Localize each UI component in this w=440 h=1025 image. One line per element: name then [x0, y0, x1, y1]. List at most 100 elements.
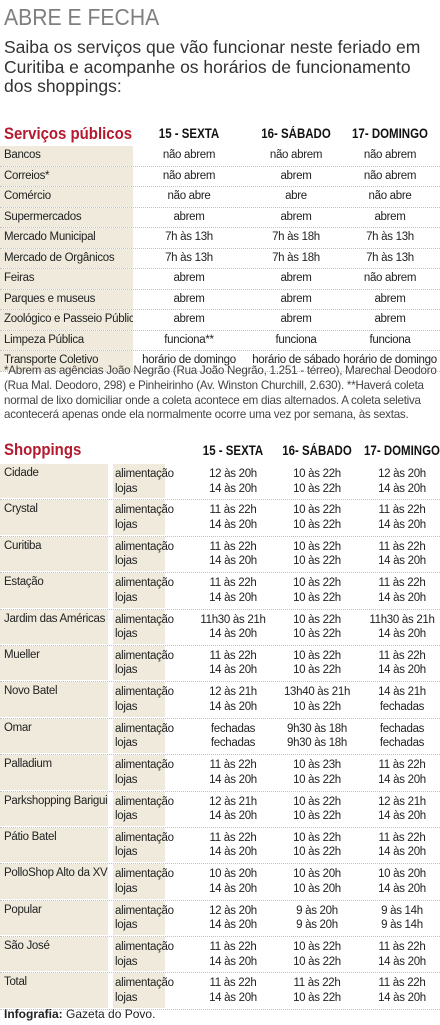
hours-value: 11 às 22h	[209, 649, 257, 662]
table-row: Parkshopping Barigui alimentação lojas 12 à…	[0, 791, 440, 828]
hours-value: 10 às 22h	[293, 613, 341, 626]
service-value: não abre	[368, 190, 412, 202]
hours-value: 9 às 14h	[381, 904, 423, 917]
table-row: Cidade alimentação lojas 12 às 20h 14 às 20h…	[0, 464, 440, 501]
hours-value: 11 às 22h	[209, 540, 257, 553]
shopping-hours-sabado: 10 às 23h 10 às 22h	[272, 758, 362, 787]
hours-value: 11 às 22h	[378, 540, 426, 553]
table-row: Transporte Coletivo horário de domingo hor…	[0, 351, 440, 372]
shopping-name: Crystal	[0, 500, 108, 535]
shopping-hours-sabado: 10 às 22h 10 às 22h	[272, 503, 362, 532]
shopping-name: Novo Batel	[0, 682, 108, 717]
shopping-hours-sexta: 11 às 22h 14 às 20h	[188, 576, 278, 605]
kind-alimentacao: alimentação	[115, 468, 174, 480]
hours-value: fechadas	[379, 700, 425, 713]
shopping-hours-domingo: 12 às 20h 14 às 20h	[357, 467, 440, 496]
shopping-hours-domingo: 11 às 22h 14 às 20h	[357, 540, 440, 569]
hours-value: 14 às 20h	[209, 991, 257, 1004]
shopping-hours-sexta: 11h30 às 21h 14 às 20h	[188, 613, 278, 642]
service-name: Mercado de Orgânicos	[0, 248, 133, 268]
table-row: Correios* não abrem abrem não abrem	[0, 166, 440, 187]
service-name: Feiras	[0, 269, 133, 289]
services-table: Serviços públicos 15 - SEXTA 16- SÁBADO …	[0, 122, 440, 372]
hours-value: 11 às 22h	[378, 504, 426, 517]
service-value: não abrem	[162, 149, 216, 161]
hours-value: 10 às 22h	[293, 941, 341, 954]
shoppings-section-title: Shoppings	[4, 440, 82, 459]
shopping-name: Curitiba	[0, 536, 108, 572]
hours-value: 10 às 22h	[293, 482, 341, 495]
shopping-hours-sabado: 10 às 20h 10 às 20h	[272, 867, 362, 896]
hours-value: 12 às 20h	[209, 904, 257, 917]
shoppings-col-domingo: 17- DOMINGO	[364, 443, 440, 458]
shopping-hours-domingo: 11 às 22h 14 às 20h	[357, 503, 440, 532]
kind-lojas: lojas	[115, 664, 138, 677]
service-name: Bancos	[0, 146, 133, 166]
service-value: abrem	[374, 313, 406, 325]
service-value: 7h às 13h	[366, 231, 414, 243]
shopping-kind: alimentação lojas	[113, 500, 174, 535]
service-value: 7h às 18h	[272, 231, 320, 243]
shopping-hours-domingo: 11 às 22h 14 às 20h	[357, 649, 440, 678]
shopping-hours-sexta: 11 às 22h 14 às 20h	[188, 540, 278, 569]
service-value: abrem	[173, 292, 205, 305]
kind-alimentacao: alimentação	[115, 540, 174, 553]
kind-lojas: lojas	[115, 919, 138, 932]
service-value: 7h às 13h	[366, 251, 414, 264]
services-rows: Bancos não abrem não abrem não abrem Correio…	[0, 146, 440, 372]
hours-value: 11 às 22h	[209, 831, 257, 844]
shopping-hours-sabado: 10 às 22h 10 às 22h	[272, 795, 362, 824]
hours-value: 10 às 22h	[293, 846, 341, 859]
services-col-domingo: 17- DOMINGO	[352, 126, 428, 141]
shopping-hours-domingo: 12 às 21h 14 às 20h	[357, 795, 440, 824]
kind-lojas: lojas	[115, 518, 138, 531]
service-value: abre	[285, 190, 307, 202]
shopping-kind: alimentação lojas	[113, 900, 174, 936]
kind-alimentacao: alimentação	[115, 977, 174, 990]
kind-lojas: lojas	[115, 810, 138, 823]
hours-value: 10 às 22h	[293, 664, 341, 677]
shopping-kind: alimentação lojas	[113, 682, 174, 717]
kind-lojas: lojas	[115, 700, 138, 713]
hours-value: 10 às 22h	[293, 577, 341, 590]
shopping-hours-sabado: 9 às 20h 9 às 20h	[272, 904, 362, 933]
table-row: Omar alimentação lojas fechadas fechadas 9h30…	[0, 718, 440, 756]
shopping-hours-sabado: 10 às 22h 10 às 22h	[272, 613, 362, 642]
shopping-kind: alimentação lojas	[113, 937, 174, 972]
service-value: horário de sábado	[252, 354, 340, 366]
hours-value: 14 às 20h	[209, 482, 257, 495]
shopping-hours-sexta: 11 às 22h 14 às 20h	[188, 503, 278, 532]
hours-value: fechadas	[379, 722, 425, 735]
service-value: abrem	[280, 210, 312, 223]
service-value: abrem	[280, 313, 312, 325]
services-header: Serviços públicos 15 - SEXTA 16- SÁBADO …	[0, 122, 440, 146]
hours-value: 14 às 20h	[209, 955, 257, 968]
hours-value: 14 às 20h	[378, 846, 426, 859]
hours-value: 14 às 21h	[378, 686, 426, 699]
hours-value: 10 às 22h	[293, 831, 341, 844]
hours-value: 10 às 22h	[293, 955, 341, 968]
kind-alimentacao: alimentação	[115, 613, 174, 626]
shoppings-header: Shoppings 15 - SEXTA 16- SÁBADO 17- DOMI…	[0, 437, 440, 464]
shopping-hours-domingo: fechadas fechadas	[357, 722, 440, 751]
hours-value: 14 às 20h	[209, 882, 257, 895]
table-row: Supermercados abrem abrem abrem	[0, 207, 440, 228]
service-name: Limpeza Pública	[0, 330, 133, 350]
hours-value: 14 às 20h	[209, 555, 257, 568]
table-row: Mercado Municipal 7h às 13h 7h às 18h 7h às…	[0, 228, 440, 249]
table-row: São José alimentação lojas 11 às 22h 14 às 2…	[0, 937, 440, 974]
hours-value: 10 às 22h	[293, 628, 341, 641]
hours-value: 11 às 22h	[378, 649, 426, 662]
hours-value: 12 às 20h	[378, 468, 426, 480]
table-row: Feiras abrem abrem não abrem	[0, 269, 440, 290]
hours-value: 11 às 22h	[209, 977, 257, 990]
hours-value: fechadas	[379, 737, 425, 750]
shopping-hours-sexta: 11 às 22h 14 às 20h	[188, 831, 278, 860]
shopping-name: Mueller	[0, 645, 108, 681]
service-value: abrem	[173, 272, 205, 284]
hours-value: 12 às 21h	[378, 795, 426, 808]
credit-line: Infografia: Gazeta do Povo.	[4, 1007, 155, 1021]
shopping-hours-sabado: 10 às 22h 10 às 22h	[272, 831, 362, 860]
table-row: Jardim das Américas alimentação lojas 11h30…	[0, 609, 440, 646]
shopping-hours-domingo: 11 às 22h 14 às 20h	[357, 831, 440, 860]
